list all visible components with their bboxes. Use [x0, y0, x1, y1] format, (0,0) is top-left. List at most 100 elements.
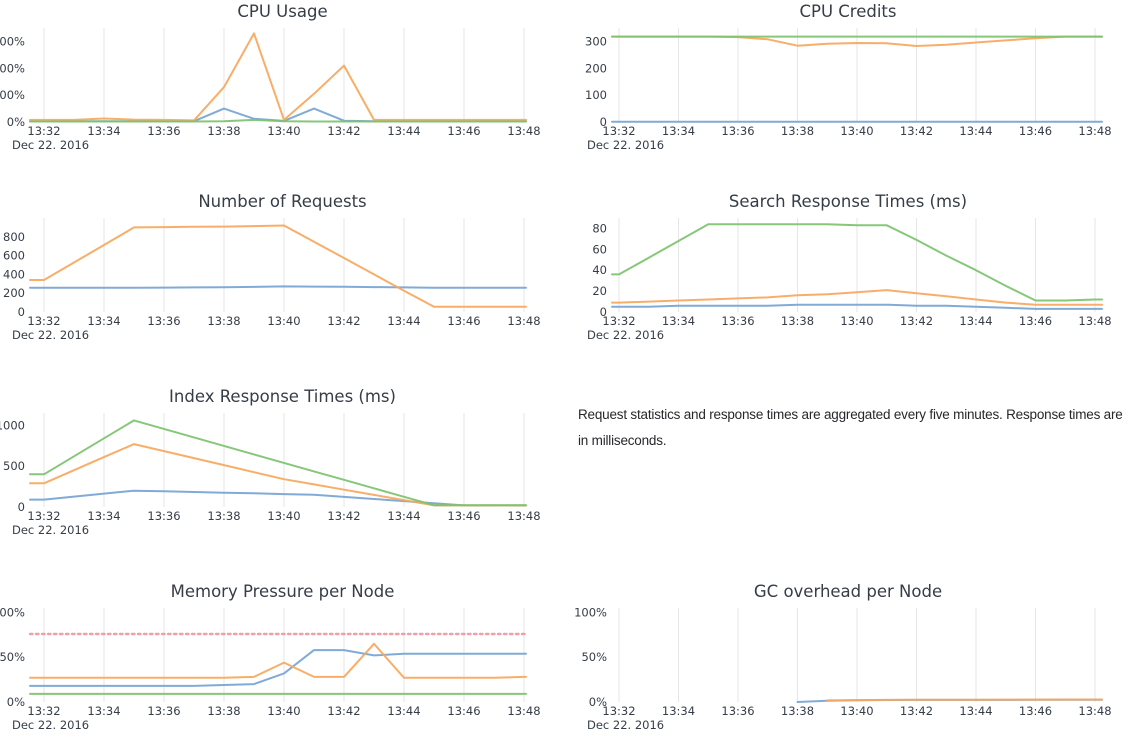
x-axis-tick-label: 13:42	[327, 124, 360, 138]
x-axis-tick-label: 13:46	[447, 314, 480, 328]
search-response-times-chart-canvas[interactable]: Search Response Times (ms) 0 20 40 60 80 13:32…	[565, 190, 1131, 350]
aggregation-note: Request statistics and response times ar…	[578, 402, 1131, 455]
x-axis-tick-label: 13:40	[267, 314, 300, 328]
x-axis-tick-label: 13:34	[87, 509, 120, 523]
x-axis-tick-label: 13:44	[387, 314, 420, 328]
chart-title: CPU Credits	[799, 2, 896, 21]
chart-title: Search Response Times (ms)	[729, 192, 967, 211]
x-axis-tick-label: 13:36	[721, 124, 754, 138]
x-axis-date-label: Dec 22. 2016	[12, 718, 89, 732]
x-axis-date-label: Dec 22. 2016	[587, 718, 664, 732]
orange-series-line	[29, 224, 527, 308]
y-axis-tick-label: 200	[3, 286, 25, 300]
x-axis-tick-label: 13:40	[840, 124, 873, 138]
y-axis-tick-label: 100%	[0, 88, 25, 102]
x-axis-tick-label: 13:46	[447, 704, 480, 718]
y-axis-tick-label: 300%	[0, 34, 25, 48]
orange-series-line	[29, 642, 527, 679]
x-axis-tick-label: 13:46	[1019, 704, 1052, 718]
x-axis-tick-label: 13:32	[27, 704, 60, 718]
y-axis-tick-label: 0%	[589, 695, 607, 709]
x-axis-tick-label: 13:42	[900, 314, 933, 328]
cpu-credits-chart-canvas[interactable]: CPU Credits 0 100 200 300 13:32 13:34 13:36 13:3…	[565, 0, 1131, 160]
y-axis-tick-label: 60	[592, 242, 607, 256]
cpu-usage-chart[interactable]: CPU Usage 0% 100% 200% 300% 13:32 13:34 13:36 13…	[0, 0, 565, 160]
x-axis-tick-label: 13:42	[900, 124, 933, 138]
x-axis-tick-label: 13:38	[207, 314, 240, 328]
x-axis-date-label: Dec 22. 2016	[12, 523, 89, 537]
y-axis-tick-label: 200%	[0, 61, 25, 75]
x-axis-tick-label: 13:36	[147, 509, 180, 523]
x-axis-tick-label: 13:38	[207, 509, 240, 523]
x-axis-tick-label: 13:36	[147, 314, 180, 328]
y-axis-tick-label: 20	[592, 284, 607, 298]
memory-pressure-per-node-chart[interactable]: Memory Pressure per Node 0% 50% 100% 13:32 13…	[0, 580, 565, 740]
chart-title: GC overhead per Node	[754, 582, 942, 601]
x-axis-tick-label: 13:44	[959, 124, 992, 138]
x-axis-tick-label: 13:46	[447, 124, 480, 138]
orange-series-line	[826, 698, 1103, 702]
x-axis-date-label: Dec 22. 2016	[12, 138, 89, 152]
x-axis-tick-label: 13:48	[507, 314, 540, 328]
x-axis-tick-label: 13:48	[507, 509, 540, 523]
orange-series-line	[611, 289, 1103, 306]
x-axis-tick-label: 13:44	[387, 704, 420, 718]
chart-title: CPU Usage	[237, 2, 327, 21]
y-axis-tick-label: 400	[3, 267, 25, 281]
y-axis-tick-label: 0	[600, 115, 607, 129]
x-axis-tick-label: 13:44	[959, 704, 992, 718]
gc-overhead-per-node-chart-canvas[interactable]: GC overhead per Node 0% 50% 100% 13:32 13:34 1…	[565, 580, 1131, 740]
y-axis-tick-label: 50%	[581, 650, 607, 664]
cpu-credits-chart[interactable]: CPU Credits 0 100 200 300 13:32 13:34 13:36 13:3…	[565, 0, 1130, 160]
x-axis-tick-label: 13:32	[27, 124, 60, 138]
x-axis-tick-label: 13:46	[1019, 314, 1052, 328]
x-axis-tick-label: 13:38	[781, 124, 814, 138]
x-axis-tick-label: 13:34	[662, 124, 695, 138]
x-axis-tick-label: 13:38	[781, 704, 814, 718]
x-axis-tick-label: 13:32	[602, 314, 635, 328]
chart-title: Memory Pressure per Node	[171, 582, 395, 601]
x-axis-tick-label: 13:36	[147, 704, 180, 718]
x-axis-date-label: Dec 22. 2016	[12, 328, 89, 342]
search-response-times-chart[interactable]: Search Response Times (ms) 0 20 40 60 80 13:32…	[565, 190, 1130, 350]
x-axis-tick-label: 13:40	[267, 509, 300, 523]
x-axis-tick-label: 13:46	[447, 509, 480, 523]
x-axis-tick-label: 13:32	[27, 314, 60, 328]
x-axis-tick-label: 13:44	[387, 509, 420, 523]
chart-title: Index Response Times (ms)	[169, 387, 396, 406]
blue-series-line	[611, 303, 1103, 310]
y-axis-tick-label: 1000	[0, 418, 25, 432]
y-axis-tick-label: 0	[18, 500, 25, 514]
x-axis-tick-label: 13:48	[1078, 314, 1111, 328]
y-axis-tick-label: 600	[3, 249, 25, 263]
cpu-usage-chart-canvas[interactable]: CPU Usage 0% 100% 200% 300% 13:32 13:34 13:36 13…	[0, 0, 565, 160]
index-response-times-chart[interactable]: Index Response Times (ms) 0 500 1000 13:32 13…	[0, 385, 565, 545]
x-axis-tick-label: 13:44	[387, 124, 420, 138]
gc-overhead-per-node-chart[interactable]: GC overhead per Node 0% 50% 100% 13:32 13:34 1…	[565, 580, 1130, 740]
aggregation-note-text: Request statistics and response times ar…	[578, 407, 1123, 449]
green-series-line	[29, 419, 527, 507]
x-axis-tick-label: 13:48	[1078, 124, 1111, 138]
x-axis-tick-label: 13:34	[662, 704, 695, 718]
x-axis-tick-label: 13:34	[87, 314, 120, 328]
index-response-times-chart-canvas[interactable]: Index Response Times (ms) 0 500 1000 13:32 13…	[0, 385, 565, 545]
number-of-requests-chart[interactable]: Number of Requests 0 200 400 600 800 13:32 13:3…	[0, 190, 565, 350]
green-series-line	[611, 223, 1103, 302]
memory-pressure-per-node-chart-canvas[interactable]: Memory Pressure per Node 0% 50% 100% 13:32 13…	[0, 580, 565, 740]
x-axis-tick-label: 13:40	[267, 704, 300, 718]
x-axis-tick-label: 13:34	[87, 124, 120, 138]
y-axis-tick-label: 0	[600, 305, 607, 319]
x-axis-tick-label: 13:36	[721, 314, 754, 328]
y-axis-tick-label: 200	[585, 61, 607, 75]
y-axis-tick-label: 100%	[574, 605, 607, 619]
x-axis-tick-label: 13:48	[507, 124, 540, 138]
green-series-line	[29, 118, 527, 123]
x-axis-date-label: Dec 22. 2016	[587, 328, 664, 342]
y-axis-tick-label: 50%	[0, 650, 25, 664]
x-axis-tick-label: 13:36	[721, 704, 754, 718]
x-axis-tick-label: 13:38	[207, 704, 240, 718]
chart-title: Number of Requests	[198, 192, 366, 211]
y-axis-tick-label: 0%	[7, 695, 25, 709]
number-of-requests-chart-canvas[interactable]: Number of Requests 0 200 400 600 800 13:32 13:3…	[0, 190, 565, 350]
